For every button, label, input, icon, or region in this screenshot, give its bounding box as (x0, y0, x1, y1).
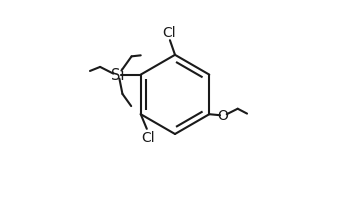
Text: Cl: Cl (162, 26, 176, 40)
Text: Cl: Cl (141, 130, 155, 144)
Text: O: O (218, 109, 229, 123)
Text: Si: Si (111, 68, 124, 83)
